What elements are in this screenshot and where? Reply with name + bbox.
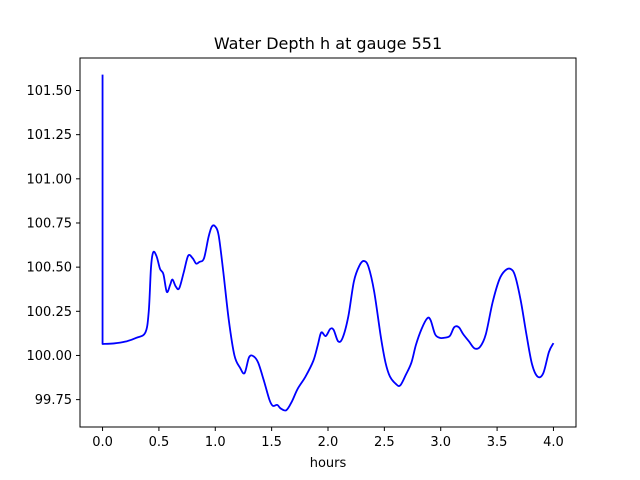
x-tick-label: 4.0 [543,435,564,450]
x-tick-label: 3.0 [430,435,451,450]
x-tick-label: 0.0 [92,435,113,450]
y-tick-label: 101.00 [27,172,73,187]
x-tick-label: 0.5 [149,435,170,450]
series-line-0 [101,74,555,412]
x-tick-label: 1.0 [205,435,226,450]
x-tick-label: 1.5 [261,435,282,450]
x-axis-ticks: 0.0 0.5 1.0 1.5 2.0 2.5 3.0 3.5 4.0 [92,427,564,450]
x-tick-label: 2.0 [318,435,339,450]
y-tick-label: 99.75 [35,393,72,408]
y-axis-ticks: 99.75 100.00 100.25 100.50 100.75 101.00 101.2… [27,84,80,408]
y-tick-label: 101.25 [27,128,73,143]
y-tick-label: 100.75 [27,216,73,231]
axes-frame [79,57,577,428]
chart-title: Water Depth h at gauge 551 [214,34,442,53]
x-axis-label: hours [310,456,347,471]
y-tick-label: 100.50 [27,261,73,276]
y-tick-label: 100.25 [27,305,73,320]
y-tick-label: 100.00 [27,349,73,364]
plot-area [101,74,555,412]
y-tick-label: 101.50 [27,84,73,99]
x-tick-label: 2.5 [374,435,395,450]
x-tick-label: 3.5 [487,435,508,450]
